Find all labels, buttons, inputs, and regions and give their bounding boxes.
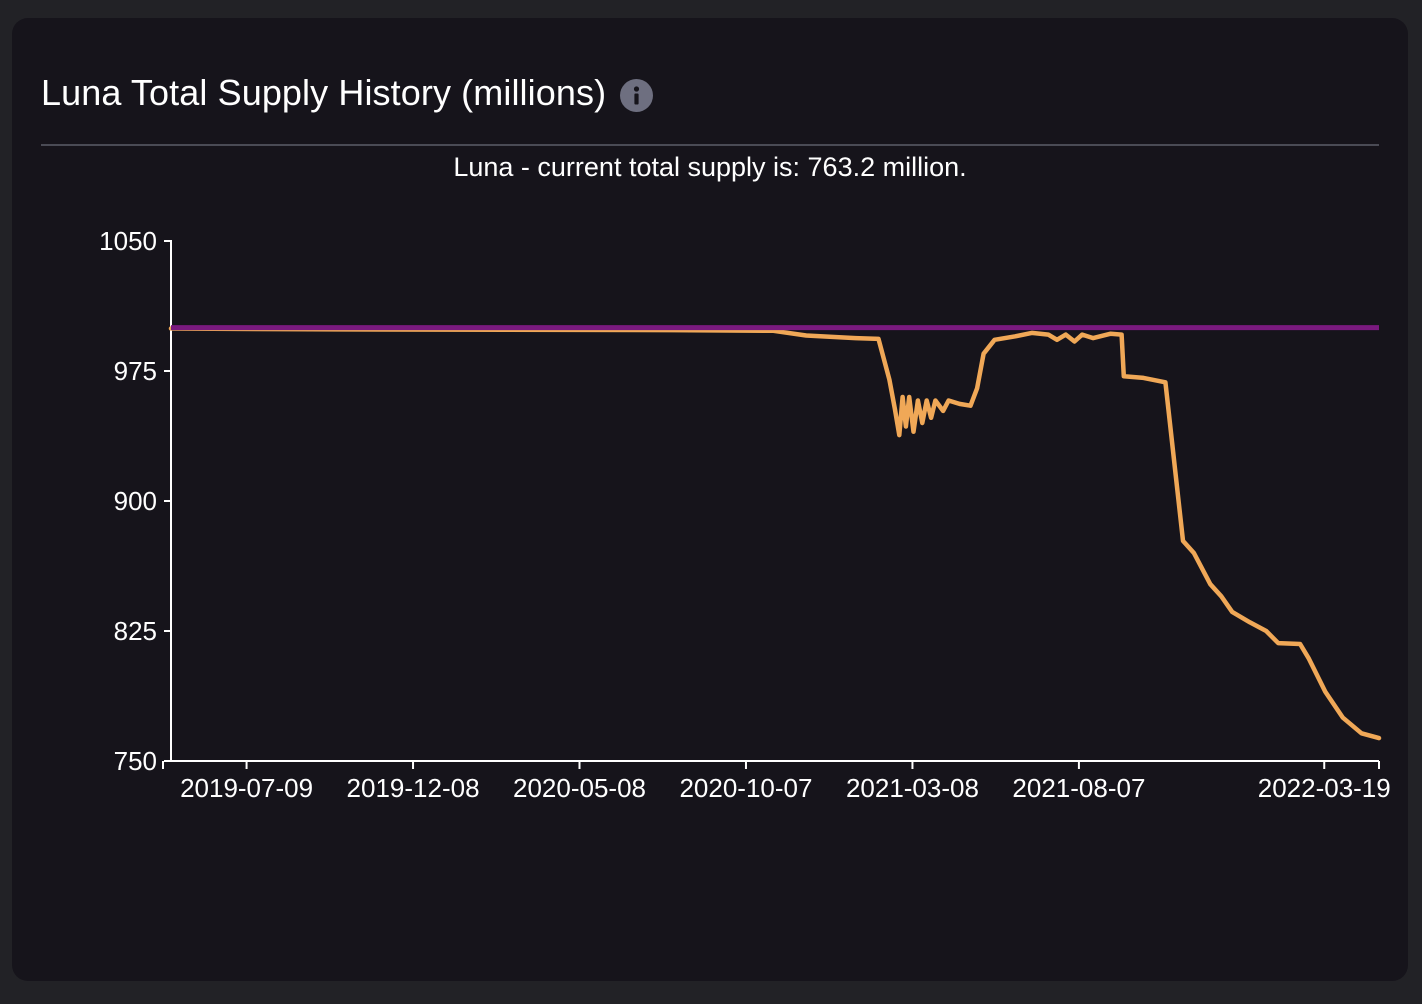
x-tick-label: 2021-03-08 xyxy=(846,773,979,803)
plot-area xyxy=(168,325,1382,741)
chart-axes: 750 825 900 975 1050 2019-07-09 2019-12-08 2020… xyxy=(99,226,1391,803)
info-icon[interactable] xyxy=(620,78,654,112)
y-tick-label: 1050 xyxy=(99,226,157,256)
x-tick-label: 2019-07-09 xyxy=(180,773,313,803)
chart-card: Luna Total Supply History (millions) xyxy=(12,18,1408,981)
y-tick-label: 825 xyxy=(114,616,157,646)
card-title: Luna Total Supply History (millions) xyxy=(41,72,607,113)
y-tick-label: 750 xyxy=(114,746,157,776)
x-tick-label: 2022-03-19 xyxy=(1258,773,1391,803)
header-divider xyxy=(41,144,1379,146)
chart-title: Luna - current total supply is: 763.2 mi… xyxy=(453,152,966,182)
card-header: Luna Total Supply History (millions) xyxy=(41,72,654,114)
supply-series-line xyxy=(168,326,1382,741)
y-tick-label: 975 xyxy=(114,356,157,386)
x-tick-label: 2020-10-07 xyxy=(679,773,812,803)
x-tick-label: 2019-12-08 xyxy=(347,773,480,803)
x-tick-label: 2020-05-08 xyxy=(513,773,646,803)
x-tick-label: 2021-08-07 xyxy=(1012,773,1145,803)
y-tick-label: 900 xyxy=(114,486,157,516)
info-icon-glyph xyxy=(634,85,640,104)
